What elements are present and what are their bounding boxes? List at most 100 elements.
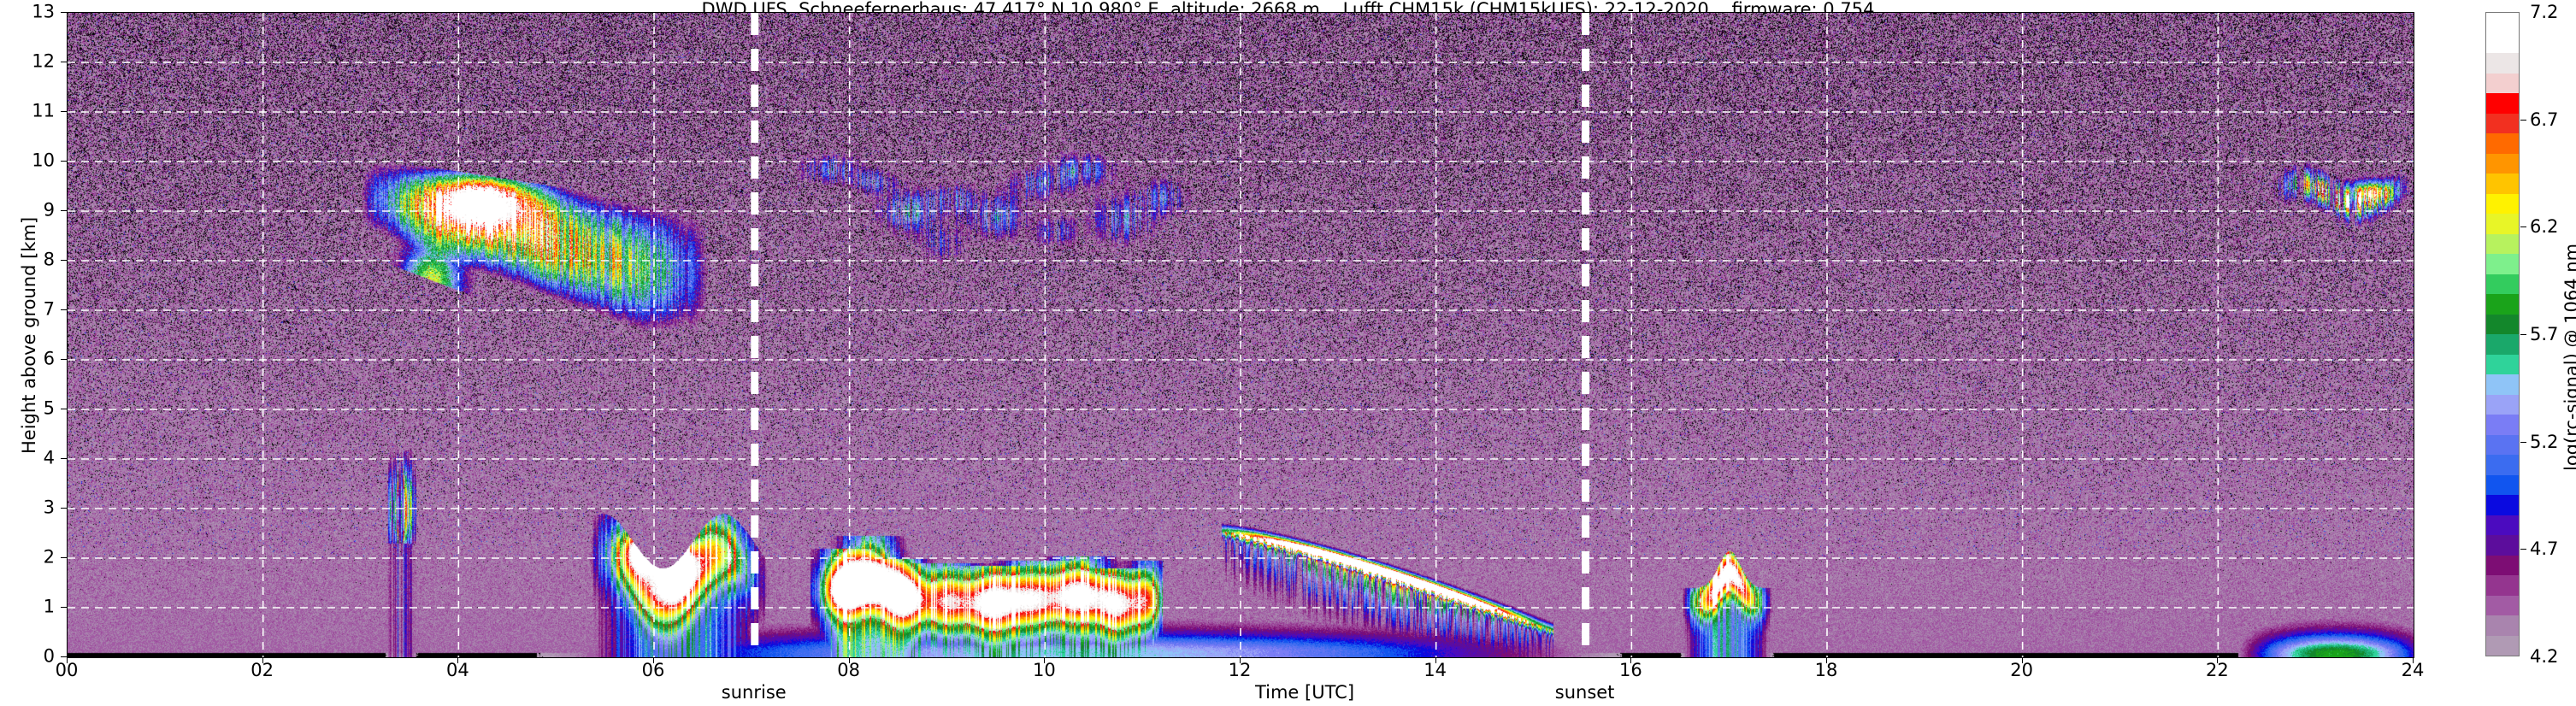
- colorbar-tick-mark: [2520, 334, 2526, 335]
- colorbar-band: [2486, 53, 2519, 74]
- event-label-sunset: sunset: [1554, 682, 1615, 703]
- colorbar-tick-label: 5.2: [2530, 431, 2559, 452]
- colorbar-tick-label: 7.2: [2530, 2, 2559, 22]
- colorbar-band: [2486, 174, 2519, 194]
- x-tick-mark: [262, 657, 263, 663]
- colorbar-band: [2486, 415, 2519, 435]
- backscatter-heatmap-canvas: [68, 13, 2414, 657]
- colorbar-band: [2486, 13, 2519, 33]
- y-tick-label: 3: [43, 497, 55, 518]
- y-tick-label: 1: [43, 596, 55, 617]
- colorbar-band: [2486, 133, 2519, 154]
- x-tick-mark: [1044, 657, 1046, 663]
- x-tick-label: 18: [1814, 660, 1838, 680]
- y-tick-label: 12: [32, 50, 55, 72]
- y-tick-label: 9: [43, 199, 55, 221]
- y-tick-label: 13: [32, 1, 55, 22]
- y-tick-label: 2: [43, 546, 55, 568]
- colorbar-band: [2486, 635, 2519, 656]
- colorbar-band: [2486, 32, 2519, 53]
- colorbar-band: [2486, 374, 2519, 395]
- x-tick-label: 06: [641, 660, 665, 680]
- colorbar-band: [2486, 314, 2519, 334]
- y-tick-mark: [61, 557, 67, 558]
- y-tick-label: 8: [43, 249, 55, 270]
- colorbar-band: [2486, 434, 2519, 455]
- colorbar-label: log(rc-signal) @ 1064 nm: [2561, 243, 2576, 471]
- y-tick-mark: [61, 458, 67, 459]
- y-tick-mark: [61, 656, 67, 657]
- colorbar-band: [2486, 615, 2519, 636]
- colorbar-tick-label: 4.7: [2530, 538, 2559, 560]
- x-tick-mark: [653, 657, 654, 663]
- x-tick-mark: [457, 657, 459, 663]
- y-tick-mark: [61, 210, 67, 211]
- x-tick-label: 20: [2010, 660, 2034, 680]
- y-tick-mark: [61, 260, 67, 261]
- x-tick-label: 04: [445, 660, 469, 680]
- colorbar-tick-mark: [2520, 119, 2526, 121]
- y-tick-mark: [61, 359, 67, 360]
- colorbar-band: [2486, 233, 2519, 254]
- colorbar-band: [2486, 595, 2519, 615]
- y-tick-label: 10: [32, 150, 55, 171]
- y-tick-label: 7: [43, 298, 55, 320]
- colorbar-band: [2486, 93, 2519, 114]
- x-tick-label: 02: [251, 660, 274, 680]
- y-tick-label: 6: [43, 348, 55, 369]
- colorbar-band: [2486, 515, 2519, 535]
- colorbar-tick-label: 6.7: [2530, 109, 2559, 130]
- colorbar-band: [2486, 113, 2519, 133]
- x-tick-label: 08: [837, 660, 861, 680]
- y-tick-label: 11: [32, 100, 55, 121]
- colorbar-band: [2486, 575, 2519, 596]
- x-tick-label: 22: [2205, 660, 2229, 680]
- colorbar-band: [2486, 354, 2519, 374]
- y-tick-mark: [61, 309, 67, 310]
- x-tick-mark: [2021, 657, 2023, 663]
- colorbar-band: [2486, 214, 2519, 234]
- heatmap-plot[interactable]: [67, 12, 2414, 658]
- x-tick-mark: [2217, 657, 2219, 663]
- y-tick-mark: [61, 111, 67, 112]
- x-tick-label: 12: [1228, 660, 1252, 680]
- y-tick-label: 4: [43, 447, 55, 468]
- colorbar-band: [2486, 254, 2519, 274]
- x-tick-mark: [1435, 657, 1436, 663]
- colorbar-band: [2486, 334, 2519, 355]
- x-tick-mark: [1240, 657, 1241, 663]
- colorbar-band: [2486, 535, 2519, 556]
- y-axis-label: Height above ground [km]: [19, 216, 39, 454]
- x-tick-label: 24: [2401, 660, 2425, 680]
- colorbar-band: [2486, 153, 2519, 174]
- y-tick-label: 5: [43, 397, 55, 419]
- colorbar-band: [2486, 294, 2519, 315]
- colorbar-tick-mark: [2520, 549, 2526, 550]
- x-tick-label: 10: [1032, 660, 1056, 680]
- colorbar-band: [2486, 73, 2519, 93]
- colorbar-band: [2486, 555, 2519, 575]
- x-tick-mark: [848, 657, 850, 663]
- colorbar-band: [2486, 495, 2519, 515]
- x-tick-mark: [2413, 657, 2414, 663]
- colorbar-tick-mark: [2520, 441, 2526, 443]
- x-axis-label: Time [UTC]: [1254, 682, 1355, 703]
- colorbar[interactable]: [2485, 12, 2520, 656]
- colorbar-tick-label: 6.2: [2530, 216, 2559, 238]
- colorbar-tick-label: 4.2: [2530, 646, 2559, 667]
- y-tick-mark: [61, 161, 67, 162]
- x-tick-mark: [1630, 657, 1632, 663]
- colorbar-band: [2486, 394, 2519, 415]
- x-tick-label: 14: [1424, 660, 1447, 680]
- x-tick-label: 00: [55, 660, 79, 680]
- x-tick-label: 16: [1618, 660, 1642, 680]
- event-label-sunrise: sunrise: [721, 682, 787, 703]
- colorbar-band: [2486, 193, 2519, 214]
- colorbar-band: [2486, 274, 2519, 294]
- y-tick-mark: [61, 12, 67, 13]
- x-tick-mark: [1826, 657, 1827, 663]
- x-tick-mark: [67, 657, 68, 663]
- y-tick-mark: [61, 607, 67, 608]
- y-tick-mark: [61, 508, 67, 509]
